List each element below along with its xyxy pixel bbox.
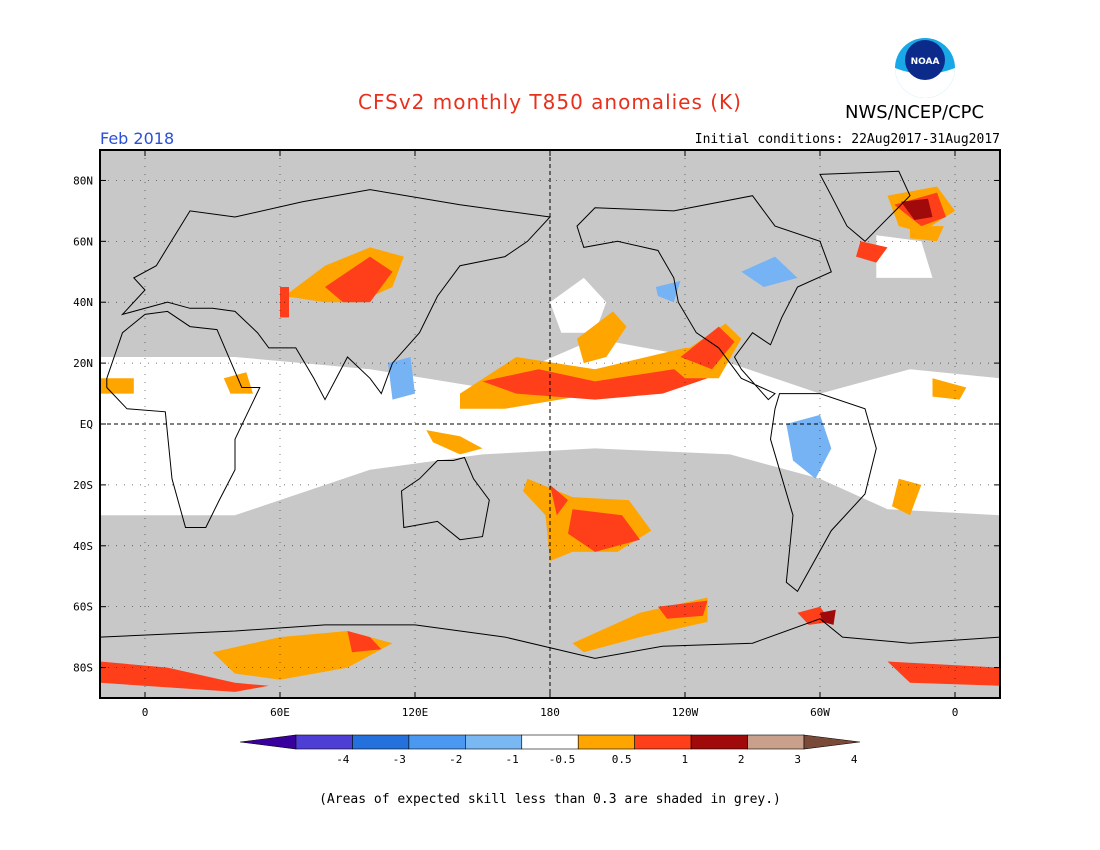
anomaly-region-4 — [577, 311, 627, 364]
lon-tick-label: 0 — [142, 706, 149, 719]
neutral-zone-1 — [550, 277, 607, 333]
lat-tick-label: 80N — [73, 174, 93, 187]
colorbar: -4 -3 -2 -1 -0.5 0.5 1 2 3 4 — [239, 734, 861, 766]
lat-tick-label: 80S — [73, 662, 93, 675]
coastline-australia — [400, 456, 490, 541]
graticule — [100, 150, 1000, 698]
colorbar-tick-label: 4 — [851, 753, 858, 766]
colorbar-max-arrow — [803, 734, 861, 750]
initial-conditions-label: Initial conditions: 22Aug2017-31Aug2017 — [694, 132, 1000, 147]
colorbar-swatch — [521, 734, 579, 750]
lon-tick-label: 60E — [270, 706, 290, 719]
anomaly-region-23 — [100, 661, 269, 692]
anomaly-region-26 — [892, 478, 922, 516]
anomaly-region-3 — [680, 326, 735, 370]
coastline-south-america — [769, 393, 877, 593]
neutral-zone-2 — [876, 235, 933, 278]
anomaly-region-6 — [325, 256, 393, 303]
colorbar-swatch — [690, 734, 748, 750]
anomaly-region-1 — [482, 369, 708, 400]
anomaly-region-32 — [655, 280, 681, 303]
lat-tick-label: 60S — [73, 601, 93, 614]
coastline-greenland — [819, 170, 911, 242]
anomaly-region-19 — [658, 600, 708, 619]
noaa-logo: NOAA — [895, 38, 955, 98]
colorbar-tick-label: -3 — [393, 753, 406, 766]
lat-tick-label: 20S — [73, 479, 93, 492]
colorbar-swatch — [634, 734, 692, 750]
map-area — [100, 150, 1000, 698]
neutral-anomaly-zones — [100, 235, 1000, 516]
colorbar-tick-label: 1 — [681, 753, 688, 766]
anomaly-region-8 — [223, 372, 253, 394]
colorbar-tick-label: -2 — [449, 753, 462, 766]
anomaly-region-31 — [741, 256, 798, 287]
lat-tick-label: 20N — [73, 357, 93, 370]
coastline-eurasia-west — [120, 189, 552, 401]
lon-tick-label: 0 — [952, 706, 959, 719]
anomaly-region-13 — [910, 226, 944, 242]
map-axes: 80N 60N 40N 20N EQ 20S 40S 60S 80S 0 60E 120E 180 120… — [73, 150, 1000, 719]
colorbar-swatch — [577, 734, 635, 750]
skill-footnote: (Areas of expected skill less than 0.3 a… — [319, 792, 781, 807]
anomaly-region-29 — [388, 357, 415, 400]
colorbar-tick-label: 3 — [794, 753, 801, 766]
anomaly-region-28 — [932, 378, 967, 400]
colorbar-swatch — [408, 734, 466, 750]
lon-tick-label: 120W — [672, 706, 699, 719]
colorbar-swatch — [465, 734, 523, 750]
chart-title: CFSv2 monthly T850 anomalies (K) — [358, 90, 742, 114]
colorbar-swatch — [295, 734, 353, 750]
colorbar-min-arrow — [239, 734, 297, 750]
anomaly-region-25 — [347, 631, 382, 653]
lat-tick-label: EQ — [80, 418, 93, 431]
anomaly-region-24 — [887, 661, 1000, 686]
anomaly-region-27 — [100, 378, 134, 394]
anomaly-region-21 — [820, 609, 836, 625]
anomaly-region-22 — [212, 631, 393, 680]
colorbar-tick-label: -0.5 — [549, 753, 576, 766]
coastline-africa — [106, 310, 261, 528]
lon-tick-label: 60W — [810, 706, 830, 719]
coastlines — [100, 170, 1000, 698]
anomaly-region-17 — [550, 484, 568, 516]
anomaly-region-14 — [426, 430, 483, 455]
lat-tick-label: 40N — [73, 296, 93, 309]
valid-month-label: Feb 2018 — [100, 129, 175, 148]
lon-tick-label: 180 — [540, 706, 560, 719]
lat-tick-label: 60N — [73, 235, 93, 248]
colorbar-swatch — [747, 734, 805, 750]
organization-label: NWS/NCEP/CPC — [845, 102, 985, 123]
colorbar-swatch — [352, 734, 410, 750]
coastline-north-america — [576, 195, 832, 401]
noaa-logo-text: NOAA — [911, 57, 940, 67]
anomaly-region-11 — [901, 198, 933, 220]
lat-tick-label: 40S — [73, 540, 93, 553]
neutral-zone-0 — [100, 338, 1000, 516]
lon-tick-label: 120E — [402, 706, 429, 719]
colorbar-tick-label: 0.5 — [612, 753, 632, 766]
anomaly-region-12 — [856, 241, 888, 263]
coastline-antarctica — [100, 618, 1000, 698]
anomaly-shading — [100, 186, 1000, 692]
colorbar-tick-label: -1 — [506, 753, 519, 766]
colorbar-tick-label: 2 — [738, 753, 745, 766]
colorbar-tick-label: -4 — [336, 753, 350, 766]
anomaly-region-16 — [568, 509, 640, 552]
